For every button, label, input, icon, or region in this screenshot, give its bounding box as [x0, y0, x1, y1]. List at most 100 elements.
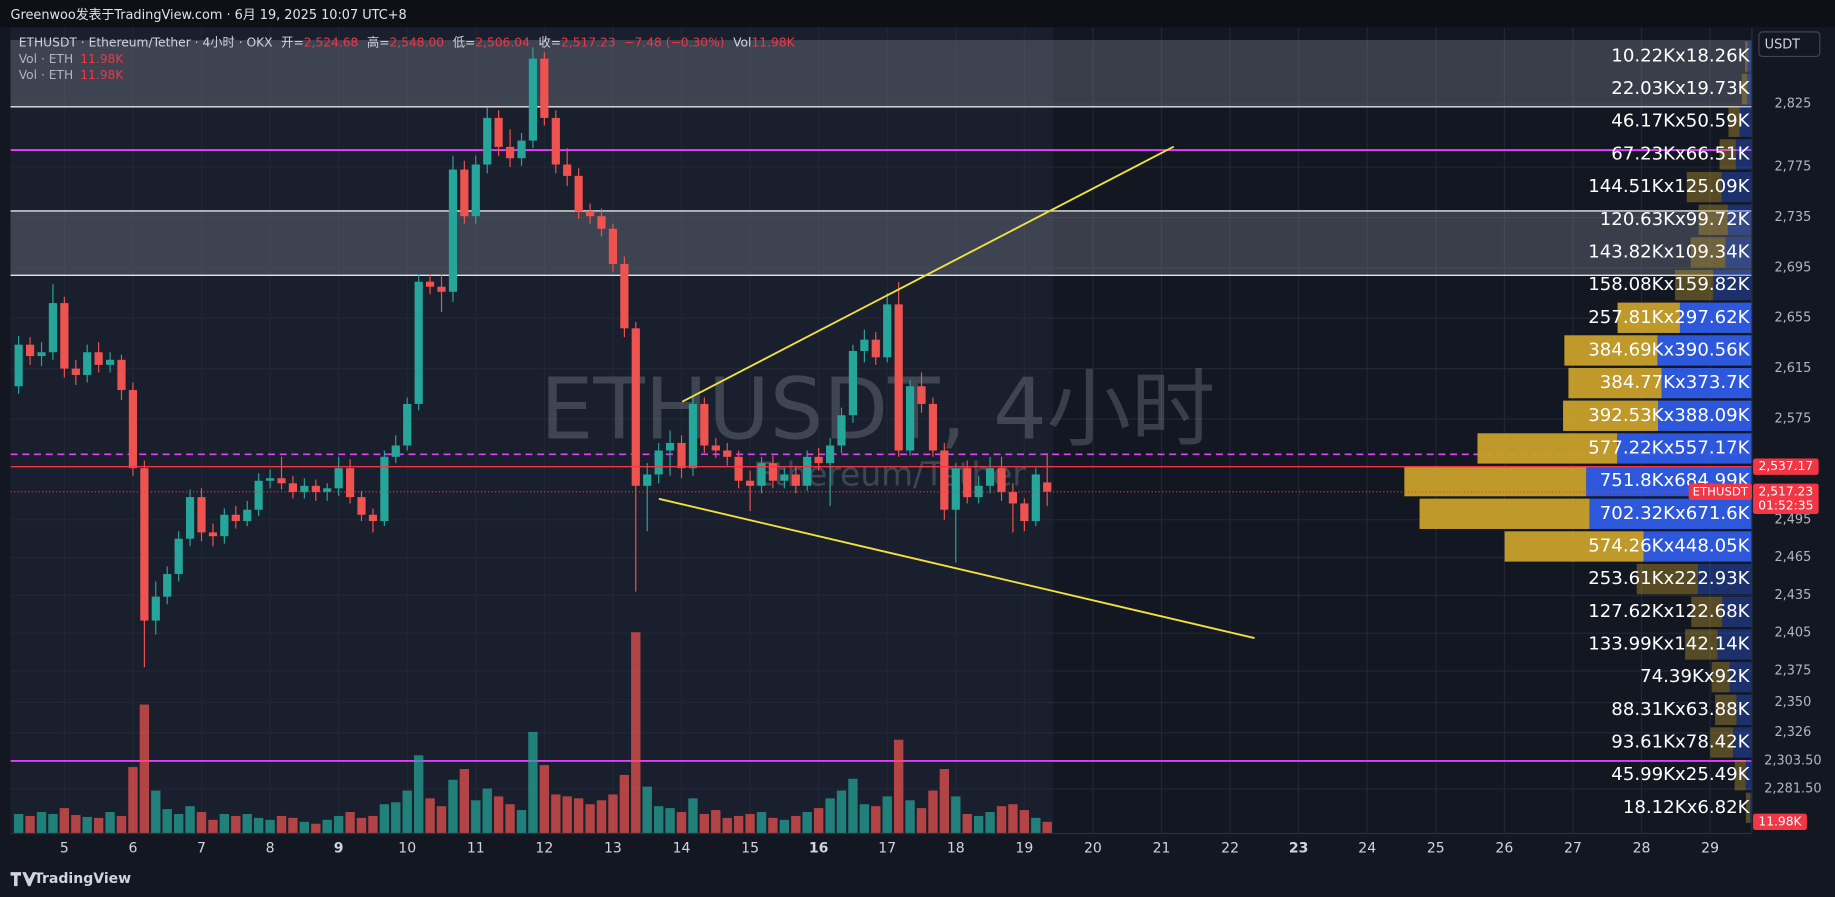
candle-body: [140, 468, 149, 621]
volume-bar: [825, 798, 835, 834]
last-price-box: [1753, 483, 1819, 515]
profile-label: 253.61Kx222.93K: [1588, 568, 1750, 589]
legend-symbol: ETHUSDT · Ethereum/Tether · 4小时 · OKX: [19, 35, 273, 49]
volume-bar: [893, 739, 904, 834]
candle-body: [208, 532, 218, 537]
publisher: Greenwoo发表于TradingView.com · 6月 19, 2025…: [11, 7, 407, 23]
candle-body: [414, 281, 423, 404]
profile-down: [1750, 792, 1752, 823]
profile-label: 158.08Kx159.82K: [1588, 274, 1750, 295]
volume-bar: [1008, 804, 1018, 834]
volume-bar: [573, 798, 584, 834]
candle-body: [391, 445, 400, 457]
profile-label: 93.61Kx78.42K: [1611, 731, 1750, 752]
y-tick-label: 2,495: [1774, 512, 1811, 527]
volume-bar: [36, 812, 47, 834]
volume-bar: [596, 800, 607, 834]
x-tick-label: 7: [197, 841, 206, 857]
x-tick-label: 6: [128, 841, 137, 857]
currency-button[interactable]: [1758, 31, 1821, 58]
profile-up: [1728, 106, 1740, 137]
profile-label: 577.22Kx557.17K: [1588, 437, 1750, 458]
profile-down: [1713, 269, 1752, 301]
profile-up: [1675, 269, 1714, 301]
candle-body: [197, 497, 206, 533]
y-tick-label: 2,303.50: [1764, 754, 1821, 769]
candle-body: [311, 485, 320, 493]
y-tick-label: 2,465: [1774, 550, 1811, 565]
profile-up: [1711, 661, 1730, 693]
candle-body: [174, 538, 183, 574]
profile-label: 702.32Kx671.6K: [1600, 503, 1751, 524]
candle-body: [117, 359, 126, 391]
profile-label: 45.99Kx25.49K: [1611, 764, 1750, 785]
volume-bar: [528, 731, 538, 834]
candle-body: [723, 450, 732, 457]
candle-body: [734, 456, 743, 481]
volume-bar: [231, 815, 241, 834]
volume-legend: Vol · ETH 11.98K: [19, 51, 125, 65]
x-tick-label: 19: [1015, 841, 1033, 857]
drawings: [10, 40, 1752, 762]
legend-name: Vol · ETH: [19, 51, 74, 65]
profile-up: [1617, 302, 1680, 333]
profile-label: 574.26Kx448.05K: [1588, 535, 1750, 556]
volume-bar: [471, 800, 481, 834]
x-tick-label: 8: [266, 841, 275, 857]
candle-body: [425, 281, 435, 287]
volume-box: [1753, 813, 1807, 831]
volume-bar: [928, 790, 938, 834]
brand: TradingView: [34, 871, 131, 887]
profile-label: 18.12Kx6.82K: [1623, 797, 1751, 818]
profile-label: 392.53Kx388.09K: [1588, 405, 1750, 426]
profile-label: 257.81Kx297.62K: [1588, 307, 1750, 328]
x-tick-label: 25: [1427, 841, 1445, 857]
volume-bar: [288, 817, 298, 834]
candle-body: [677, 442, 686, 469]
volume-bar: [802, 812, 812, 834]
volume-bar: [653, 806, 664, 834]
volume-bar: [208, 819, 218, 834]
candle-body: [551, 117, 560, 165]
volume-bar: [116, 815, 127, 834]
candle-body: [711, 445, 720, 451]
candle-body: [128, 390, 138, 469]
volume-bar: [253, 817, 264, 834]
x-tick-label: 21: [1153, 841, 1171, 857]
legend-value: 11.98K: [80, 51, 124, 65]
volume-bar: [836, 790, 847, 834]
volume-bar: [82, 816, 92, 834]
axes: USDT 2,825 2,775 2,735 2,695 2,655 2,615 2,575…: [10, 27, 1835, 857]
volume-bar: [1042, 821, 1052, 834]
x-tick-label: 20: [1084, 841, 1102, 857]
volume-bar: [768, 817, 778, 834]
volume-bar: [939, 769, 950, 834]
legend-key: 高=: [367, 34, 390, 49]
volume-bar: [482, 788, 492, 834]
volume-bar: [333, 815, 344, 834]
volume-bar: [356, 817, 367, 834]
volume-bar: [848, 778, 858, 834]
y-tick-label: 2,435: [1774, 588, 1811, 603]
symbol-box: [1688, 483, 1752, 500]
candle-body: [768, 463, 778, 481]
candle-body: [403, 403, 412, 446]
candle-body: [151, 596, 160, 621]
x-tick-label: 17: [878, 841, 896, 857]
y-tick-label: 2,655: [1774, 311, 1811, 326]
candle-body: [620, 264, 629, 329]
x-tick-label: 27: [1564, 841, 1582, 857]
candle-body: [220, 514, 229, 537]
volume-bar: [265, 819, 275, 834]
profile-down: [1727, 204, 1752, 235]
candle-body: [688, 403, 698, 469]
candle-body: [665, 442, 675, 451]
zone: [10, 40, 1752, 107]
volume-pane: [13, 632, 1052, 834]
trend-lines: [10, 145, 1752, 639]
x-tick-label: 10: [398, 841, 416, 857]
volume-bar: [71, 814, 81, 834]
volume-bar: [379, 804, 390, 834]
profile-label: 133.99Kx142.14K: [1588, 633, 1750, 654]
